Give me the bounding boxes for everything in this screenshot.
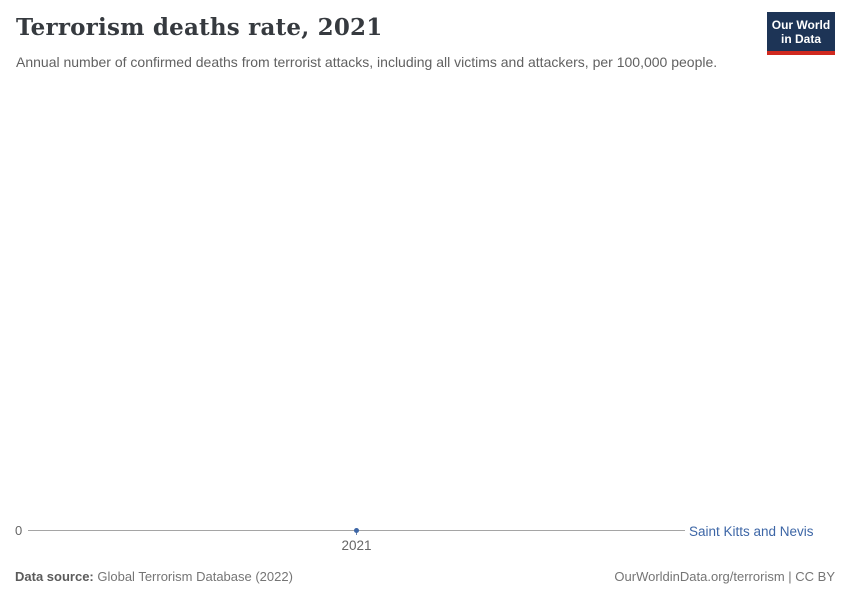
chart-title: Terrorism deaths rate, 2021: [16, 14, 383, 41]
x-axis-tick: [356, 531, 357, 535]
credit-link[interactable]: OurWorldinData.org/terrorism | CC BY: [614, 569, 835, 584]
data-source-label: Data source:: [15, 569, 94, 584]
x-axis-tick-label: 2021: [341, 538, 372, 553]
owid-logo[interactable]: Our World in Data: [767, 12, 835, 55]
data-source-value: Global Terrorism Database (2022): [93, 569, 293, 584]
y-axis-zero-label: 0: [15, 523, 23, 538]
data-point-marker[interactable]: [354, 528, 359, 533]
owid-logo-line1: Our World: [771, 17, 831, 32]
chart-subtitle: Annual number of confirmed deaths from t…: [16, 54, 718, 70]
data-source-note: Data source: Global Terrorism Database (…: [15, 569, 293, 584]
owid-logo-line2: in Data: [780, 31, 821, 46]
entity-label-saint-kitts-and-nevis[interactable]: Saint Kitts and Nevis: [689, 524, 814, 539]
